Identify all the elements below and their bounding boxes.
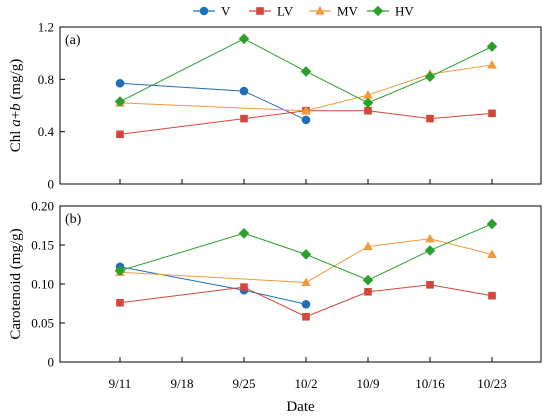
series-line-hv: [119, 38, 493, 104]
data-point-hv: [486, 218, 498, 230]
plot-frame: [59, 205, 542, 363]
data-point-hv: [486, 41, 498, 52]
legend-marker-hv: [372, 5, 384, 17]
data-point-hv: [424, 245, 436, 256]
x-tick-label: 9/18: [170, 376, 193, 391]
data-point-v: [115, 78, 125, 88]
y-tick-label: 0.05: [31, 316, 54, 331]
series-line-mv: [119, 238, 493, 283]
data-point-v: [301, 299, 311, 309]
data-point-lv: [426, 114, 434, 123]
legend-label-v: V: [221, 4, 231, 19]
series-line-v: [119, 266, 307, 305]
data-point-v: [239, 86, 249, 96]
data-point-v: [301, 115, 311, 125]
data-point-mv: [425, 233, 435, 243]
data-point-lv: [364, 288, 372, 296]
y-tick-label: 0.4: [38, 124, 55, 139]
data-point-mv: [487, 59, 497, 69]
data-point-hv: [114, 96, 126, 107]
x-axis-title: Date: [286, 399, 315, 415]
data-point-hv: [424, 71, 436, 83]
y-tick-label: 0.15: [31, 238, 54, 253]
data-point-lv: [240, 283, 248, 291]
x-tick-label: 10/2: [294, 376, 317, 391]
data-point-mv: [363, 90, 373, 99]
y-tick-label: 1.2: [38, 20, 54, 35]
data-point-lv: [426, 280, 434, 289]
data-point-lv: [302, 312, 310, 321]
x-tick-label: 9/11: [109, 376, 132, 391]
data-point-mv: [363, 241, 373, 251]
legend-marker-lv: [256, 7, 264, 15]
legend-label-hv: HV: [395, 4, 414, 19]
legend-label-mv: MV: [337, 4, 359, 19]
data-point-lv: [488, 291, 496, 300]
data-point-mv: [301, 277, 311, 287]
data-point-hv: [300, 249, 312, 260]
x-tick-label: 10/23: [477, 376, 507, 391]
data-point-hv: [238, 228, 250, 239]
y-tick-label: 0.10: [31, 277, 54, 292]
legend-marker-mv: [315, 6, 325, 15]
panel-label: (b): [65, 212, 82, 227]
data-point-hv: [362, 274, 374, 286]
x-tick-label: 9/25: [232, 376, 255, 391]
y-tick-label: 0.8: [38, 72, 54, 87]
legend-marker-v: [199, 6, 209, 16]
data-point-hv: [362, 97, 374, 109]
y-tick-label: 0.20: [31, 199, 54, 214]
data-point-lv: [116, 298, 124, 307]
y-axis-title: Carotenoid (mg/g): [8, 228, 24, 339]
series-line-lv: [119, 284, 493, 318]
y-tick-label: 0: [48, 355, 55, 370]
data-point-lv: [116, 130, 124, 139]
x-tick-label: 10/9: [356, 376, 379, 391]
y-axis-title: Chl a+b (mg/g): [8, 59, 24, 152]
panel-b: 0 0.05 0.10 0.15 0.20 (b) Carotenoid (mg/g) 9/1…: [8, 199, 542, 391]
data-point-lv: [240, 114, 248, 123]
data-point-hv: [238, 33, 250, 45]
x-tick-label: 10/16: [415, 376, 445, 391]
data-point-mv: [301, 105, 311, 115]
panel-label: (a): [65, 33, 81, 48]
data-point-lv: [488, 109, 496, 118]
legend: V LV MV HV: [193, 4, 414, 19]
data-point-mv: [487, 249, 497, 258]
data-point-lv: [364, 106, 372, 115]
series-line-lv: [119, 110, 493, 135]
y-tick-label: 0: [48, 177, 55, 192]
data-point-hv: [114, 265, 126, 277]
data-point-hv: [300, 66, 312, 77]
legend-label-lv: LV: [277, 4, 294, 19]
panel-a: 0 0.4 0.8 1.2 (a) Chl a+b (mg/g): [8, 20, 542, 192]
plot-frame: [59, 26, 542, 185]
series-line-hv: [119, 223, 493, 281]
